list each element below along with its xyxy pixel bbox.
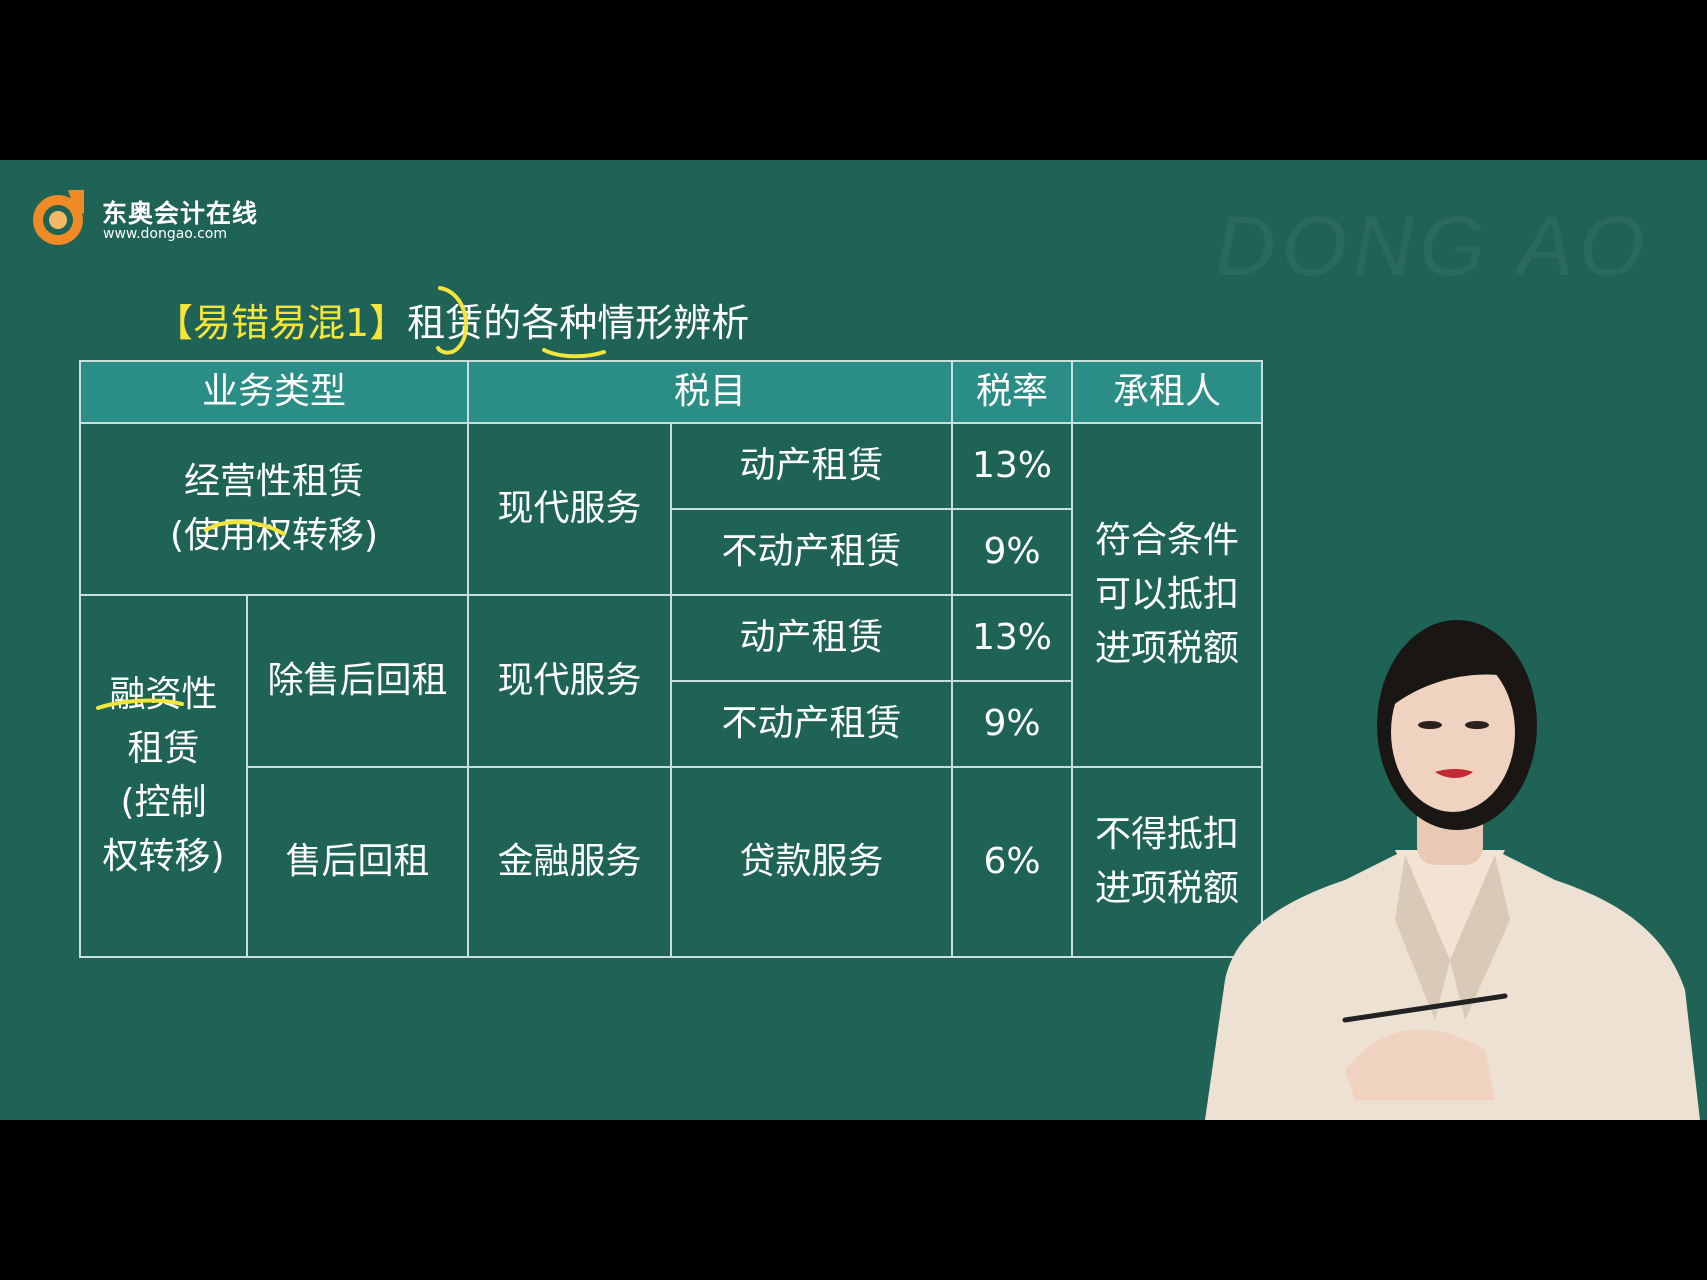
operating-category-cell: 现代服务	[467, 422, 672, 596]
finance-modern-category-cell: 现代服务	[467, 594, 672, 768]
operating-underline-mark	[204, 520, 286, 536]
lessee-nondeductible-line: 进项税额	[1094, 868, 1239, 909]
presenter-figure	[1205, 620, 1700, 1120]
lessee-deductible-line: 进项税额	[1094, 628, 1239, 669]
table-row: 售后回租 金融服务 贷款服务 6% 不得抵扣 进项税额	[80, 766, 1263, 958]
operating-lease-label: 经营性租赁	[183, 461, 364, 502]
lessee-deductible-line: 符合条件	[1094, 520, 1239, 561]
logo-name: 东奥会计在线	[102, 199, 259, 228]
lessee-deductible-line: 可以抵扣	[1094, 574, 1239, 615]
lease-table: 业务类型 税目 税率 承租人 经营性租赁 (使用权转移) 现代服务 动产租赁 1…	[79, 360, 1263, 958]
lessee-nondeductible-cell: 不得抵扣 进项税额	[1071, 766, 1263, 958]
finance-lease-line: 权转移)	[102, 836, 225, 877]
finance-underline-mark	[96, 698, 184, 710]
title-tag: 【易错易混1】	[155, 301, 408, 345]
operating-lease-cell: 经营性租赁 (使用权转移)	[79, 422, 469, 596]
logo-url: www.dongao.com	[103, 226, 227, 242]
finance-lease-label: 融资性	[109, 674, 218, 715]
loan-services-cell: 贷款服务	[670, 766, 953, 958]
header-tax-rate: 税率	[951, 360, 1073, 424]
table-row: 不动产租赁 9%	[80, 680, 1262, 768]
finance-lease-line: (控制	[120, 782, 207, 823]
watermark: DONG AO	[1215, 199, 1651, 293]
finance-immovable-cell: 不动产租赁	[670, 680, 953, 768]
loan-services-rate: 6%	[951, 766, 1073, 958]
leaseback-cell: 售后回租	[246, 766, 469, 958]
operating-lease-note: (使用权转移)	[169, 515, 379, 556]
table-row: 经营性租赁 (使用权转移) 现代服务 动产租赁 13% 符合条件 可以抵扣 进项…	[79, 422, 1263, 768]
table-row: 不动产租赁 9%	[80, 508, 1262, 596]
finance-movable-rate: 13%	[951, 594, 1073, 682]
lessee-nondeductible-line: 不得抵扣	[1094, 814, 1239, 855]
title-circle-mark	[436, 286, 469, 355]
operating-movable-rate: 13%	[951, 422, 1073, 510]
header-business-type: 业务类型	[79, 360, 469, 424]
lessee-deductible-cell: 符合条件 可以抵扣 进项税额	[1071, 422, 1263, 768]
finance-lease-line: 租赁	[127, 728, 200, 769]
title-underline-mark	[542, 348, 606, 359]
table-row: 融资性 租赁 (控制 权转移) 除售后回租 现代服务 动产租赁 13%	[79, 594, 1262, 958]
header-tax-item: 税目	[467, 360, 953, 424]
operating-immovable-rate: 9%	[951, 508, 1073, 596]
dongao-logo-icon	[33, 190, 84, 245]
operating-movable-cell: 动产租赁	[670, 422, 953, 510]
non-leaseback-cell: 除售后回租	[246, 594, 469, 768]
operating-immovable-cell: 不动产租赁	[670, 508, 953, 596]
slide: 东奥会计在线 www.dongao.com DONG AO 【易错易混1】租赁的…	[0, 160, 1707, 1120]
finance-movable-cell: 动产租赁	[670, 594, 953, 682]
header-lessee: 承租人	[1071, 360, 1263, 424]
finance-lease-cell: 融资性 租赁 (控制 权转移)	[79, 594, 248, 958]
table-header-row: 业务类型 税目 税率 承租人	[79, 360, 1263, 424]
financial-services-cell: 金融服务	[467, 766, 672, 958]
finance-immovable-rate: 9%	[951, 680, 1073, 768]
